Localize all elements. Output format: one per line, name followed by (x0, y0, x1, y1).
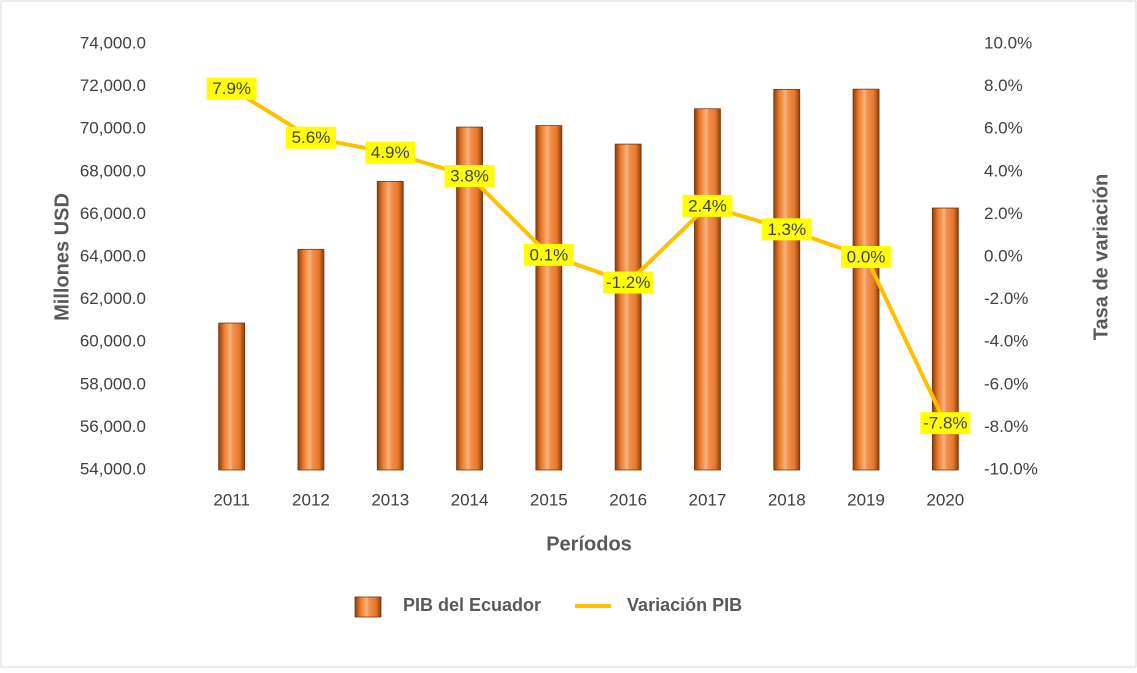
value-label-bg (444, 165, 495, 188)
value-label: 7.9% (212, 79, 251, 98)
bar (297, 248, 325, 471)
value-label: 4.9% (371, 143, 410, 162)
x-tick-label: 2015 (530, 490, 568, 509)
y2-tick-label: -4.0% (984, 332, 1028, 351)
x-tick-label: 2014 (451, 490, 489, 509)
legend-swatch (354, 596, 382, 618)
value-label-bg (365, 141, 416, 164)
value-label-bg (603, 271, 654, 294)
y-tick-label: 70,000.0 (80, 119, 146, 138)
y-tick-label: 56,000.0 (80, 417, 146, 436)
y-axis-title: Millones USD (51, 193, 73, 321)
y2-tick-label: -6.0% (984, 374, 1028, 393)
value-label: 1.3% (767, 220, 806, 239)
y-tick-label: 62,000.0 (80, 289, 146, 308)
y2-tick-label: 4.0% (984, 161, 1023, 180)
y-tick-label: 68,000.0 (80, 161, 146, 180)
x-tick-label: 2016 (609, 490, 647, 509)
bar (535, 125, 563, 471)
legend-label: PIB del Ecuador (403, 595, 541, 615)
y2-tick-label: -8.0% (984, 417, 1028, 436)
value-label: 0.0% (847, 247, 886, 266)
y2-tick-label: -10.0% (984, 459, 1038, 478)
y2-tick-label: 10.0% (984, 33, 1032, 52)
y2-tick-label: -2.0% (984, 289, 1028, 308)
y-tick-label: 64,000.0 (80, 246, 146, 265)
value-label: 0.1% (529, 245, 568, 264)
value-label-bg (841, 246, 892, 268)
line (230, 87, 948, 425)
x-tick-label: 2019 (847, 490, 885, 509)
value-label: 5.6% (292, 128, 331, 147)
y-tick-label: 60,000.0 (80, 332, 146, 351)
y-tick-label: 58,000.0 (80, 374, 146, 393)
value-label: -7.8% (923, 414, 967, 433)
y2-tick-label: 2.0% (984, 204, 1023, 223)
value-label-bg (206, 77, 257, 100)
y-tick-label: 72,000.0 (80, 76, 146, 95)
bar (376, 180, 404, 471)
x-tick-label: 2012 (292, 490, 330, 509)
value-label-bg (285, 126, 336, 149)
bar (614, 143, 642, 471)
y2-axis-title: Tasa de variación (1090, 174, 1112, 340)
bar (773, 88, 801, 471)
value-label-bg (920, 412, 971, 435)
bar (694, 108, 721, 471)
y-tick-label: 74,000.0 (80, 33, 146, 52)
y2-tick-label: 8.0% (984, 76, 1023, 95)
x-tick-label: 2020 (926, 490, 964, 509)
x-axis-title: Períodos (546, 533, 632, 555)
value-label: 3.8% (450, 167, 489, 186)
x-tick-label: 2011 (213, 490, 250, 509)
x-tick-label: 2017 (689, 490, 727, 509)
y2-tick-label: 6.0% (984, 119, 1023, 138)
x-tick-label: 2018 (768, 490, 806, 509)
value-label-bg (523, 243, 574, 266)
y2-tick-label: 0.0% (984, 246, 1023, 265)
y-tick-label: 66,000.0 (80, 204, 146, 223)
legend-label: Variación PIB (627, 595, 742, 615)
y-tick-label: 54,000.0 (80, 459, 146, 478)
x-tick-label: 2013 (371, 490, 409, 509)
value-label-bg (682, 194, 733, 217)
value-label: 2.4% (688, 196, 727, 215)
value-label: -1.2% (606, 273, 650, 292)
value-label-bg (761, 218, 812, 241)
bar (218, 322, 246, 471)
